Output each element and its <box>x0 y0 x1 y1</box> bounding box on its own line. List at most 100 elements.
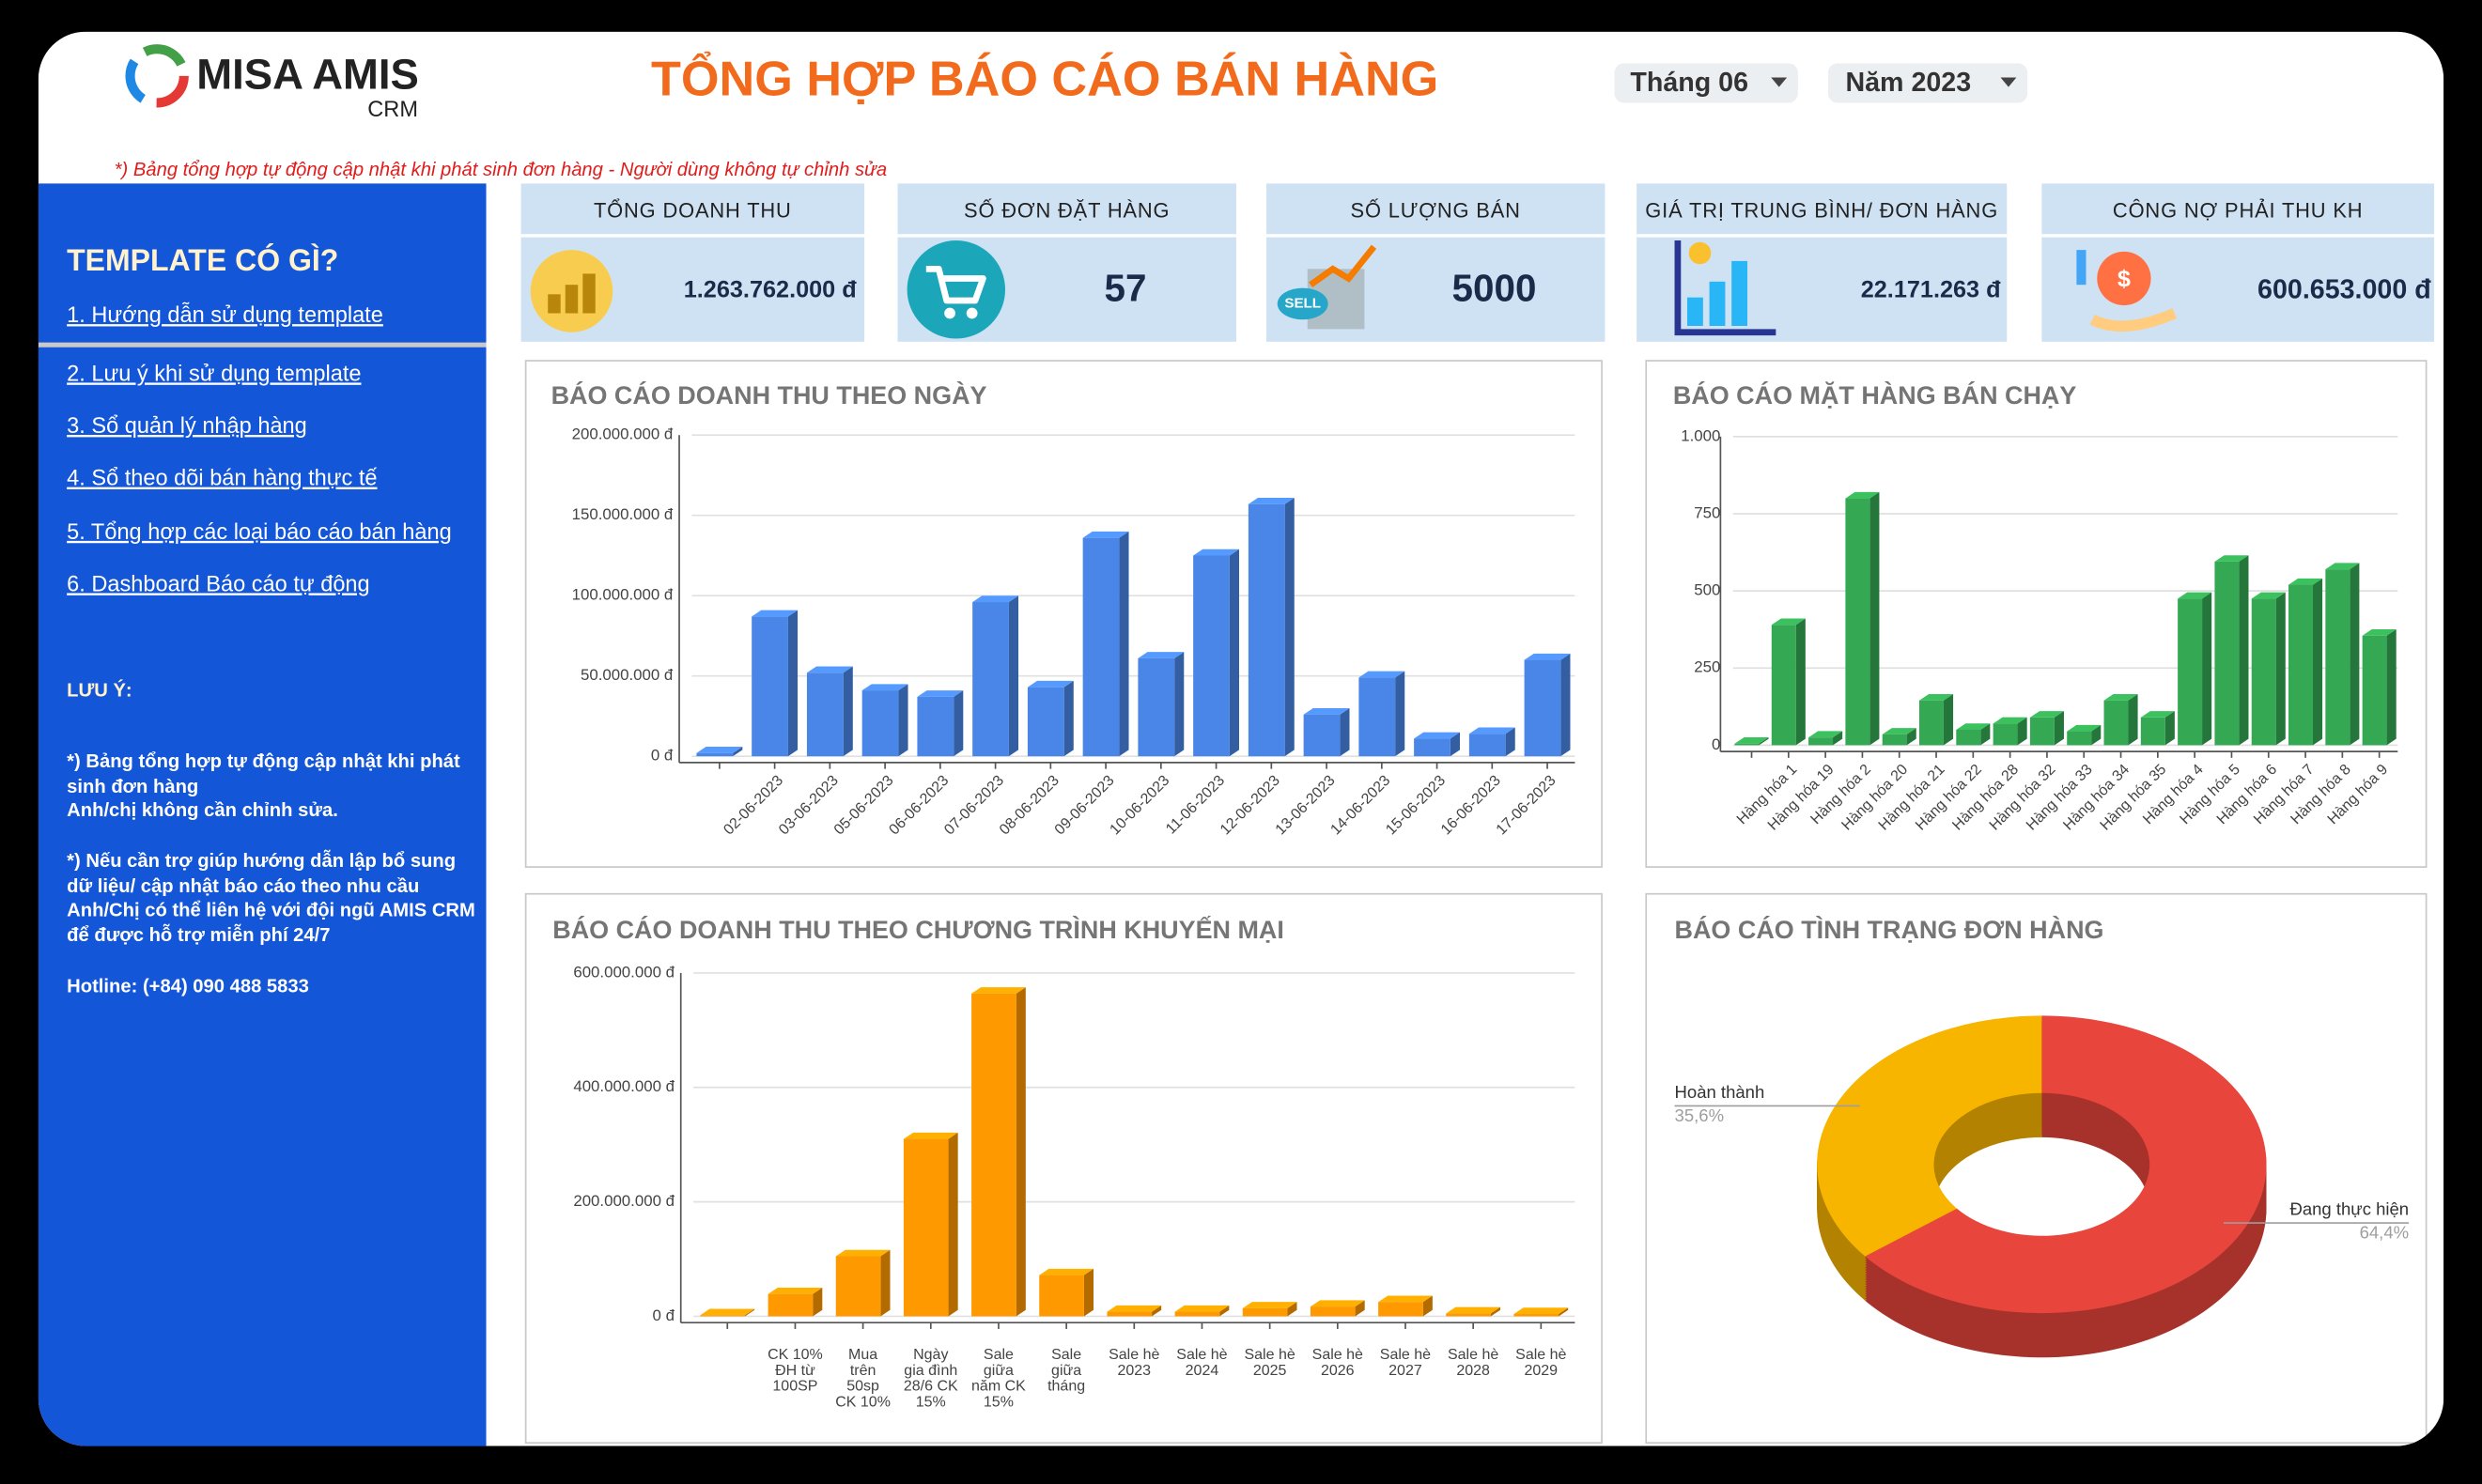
bar-top <box>1358 671 1405 678</box>
dropdown-bg[interactable] <box>1614 63 1798 103</box>
bar <box>1468 734 1506 757</box>
bar-side <box>2202 592 2212 746</box>
sidebar-link[interactable]: 1. Hướng dẫn sử dụng template <box>67 302 383 327</box>
icon-part: $ <box>2117 266 2131 292</box>
bar-side <box>1906 728 1916 746</box>
bar <box>1039 1275 1084 1317</box>
bar-side <box>2091 724 2102 746</box>
x-tick-label-box: Ngày gia đình 28/6 CK 15% <box>903 1348 958 1412</box>
bar-side <box>1450 732 1460 757</box>
bar-side <box>1063 680 1074 757</box>
y-tick-label: 400.000.000 đ <box>573 1077 675 1095</box>
sidebar-link[interactable]: 6. Dashboard Báo cáo tự động <box>67 571 370 595</box>
bar-top <box>1174 1305 1230 1312</box>
bar-top <box>1107 1305 1162 1312</box>
logo-arc <box>125 44 189 108</box>
bar-side <box>2017 717 2027 746</box>
kpi-icons: SELL $ <box>530 240 2178 339</box>
kpi-value: 5000 <box>1452 267 1537 310</box>
bar-top <box>806 666 853 673</box>
dropdown-label[interactable]: Năm 2023 <box>1845 68 1971 98</box>
chart-panel <box>1645 892 2428 1445</box>
bar-top <box>1138 652 1185 658</box>
bar-side <box>2239 555 2249 746</box>
kpi-value: 1.263.762.000 đ <box>684 277 857 303</box>
sidebar-link[interactable]: 2. Lưu ý khi sử dụng template <box>67 361 361 385</box>
x-tick-label: Mua trên 50sp CK 10% <box>835 1348 891 1412</box>
bar <box>835 1256 881 1317</box>
bar-top <box>971 987 1026 994</box>
y-tick-label: 250 <box>1694 658 1720 676</box>
bar-top <box>835 1249 891 1257</box>
bar-side <box>745 1308 755 1317</box>
y-tick-label: 0 đ <box>653 1306 675 1324</box>
dropdown-arrow[interactable] <box>2000 77 2017 87</box>
dropdown-label[interactable]: Tháng 06 <box>1630 68 1748 98</box>
month-dropdown[interactable]: Tháng 06 <box>1614 63 1798 103</box>
icon-part <box>548 294 561 314</box>
kpi-label: SỐ LƯỢNG BÁN <box>1351 197 1521 222</box>
bar-side <box>1152 1305 1162 1317</box>
bar <box>1734 743 1760 746</box>
bar <box>861 690 899 757</box>
bar <box>2362 635 2387 746</box>
bar-side <box>1980 723 1991 746</box>
sidebar-note-box: *) Bảng tổng hợp tự động cập nhật khi ph… <box>67 750 460 821</box>
bar <box>2178 598 2203 746</box>
slice-value: 35,6% <box>1675 1105 1725 1125</box>
bar-side <box>813 1287 823 1317</box>
sidebar-link[interactable]: 4. Sổ theo dõi bán hàng thực tế <box>67 466 377 490</box>
icon-part <box>925 265 986 304</box>
sidebar-link[interactable]: 3. Sổ quản lý nhập hàng <box>67 413 307 438</box>
bar-top <box>2214 555 2249 562</box>
bar-side <box>1016 987 1026 1317</box>
bar <box>1107 1311 1153 1317</box>
icon-part <box>2076 250 2086 286</box>
bar-top <box>917 690 964 697</box>
chart-panel <box>524 360 1603 868</box>
x-tick-label: Sale giữa tháng <box>1047 1348 1086 1396</box>
year-dropdown[interactable]: Năm 2023 <box>1827 63 2028 103</box>
bar <box>1993 723 2018 746</box>
bar <box>1242 1307 1288 1317</box>
bar-side <box>2128 694 2138 746</box>
bar <box>903 1138 949 1317</box>
bar <box>1310 1306 1356 1317</box>
icon-part <box>1674 240 1776 336</box>
x-tick-label: Sale hè 2028 <box>1447 1348 1499 1380</box>
bar-top <box>1193 549 1240 556</box>
sidebar-heading: TEMPLATE CÓ GÌ? <box>67 243 338 277</box>
icon-part <box>1688 241 1712 265</box>
bar-top <box>1956 723 1991 730</box>
bar-side <box>880 1249 891 1317</box>
bar-top <box>1039 1268 1094 1275</box>
icon-part <box>565 285 579 314</box>
bar-side <box>898 684 908 757</box>
bar <box>1808 737 1834 746</box>
x-tick-label: CK 10% ĐH từ 100SP <box>768 1348 823 1396</box>
x-tick-label-box: Mua trên 50sp CK 10% <box>835 1348 891 1412</box>
y-tick-label: 200.000.000 đ <box>572 425 674 443</box>
bar <box>971 993 1016 1317</box>
slice <box>1865 1015 2267 1314</box>
y-tick-label: 750 <box>1694 503 1720 521</box>
x-tick-label-box: Sale hè 2023 <box>1109 1348 1159 1379</box>
dropdown-arrow[interactable] <box>1771 77 1788 87</box>
sidebar-note: *) Nếu cần trợ giúp hướng dẫn lập bổ sun… <box>67 849 475 946</box>
bar-side <box>1219 1305 1230 1317</box>
bar-side <box>1559 1307 1569 1317</box>
x-tick-label: Ngày gia đình 28/6 CK 15% <box>903 1348 958 1412</box>
bar-side <box>2054 711 2064 746</box>
bar-side <box>733 747 743 757</box>
logo-arc <box>125 44 189 108</box>
chart-title: BÁO CÁO MẶT HÀNG BÁN CHẠY <box>1673 380 2077 410</box>
bar <box>700 1315 746 1317</box>
y-tick-label: 600.000.000 đ <box>573 963 675 981</box>
bar-side <box>1355 1300 1365 1317</box>
bar-side <box>1174 652 1185 757</box>
bar-top <box>1310 1300 1365 1307</box>
bar-side <box>948 1132 958 1317</box>
dropdown-bg[interactable] <box>1827 63 2028 103</box>
sidebar-link[interactable]: 5. Tổng hợp các loại báo cáo bán hàng <box>67 519 452 544</box>
